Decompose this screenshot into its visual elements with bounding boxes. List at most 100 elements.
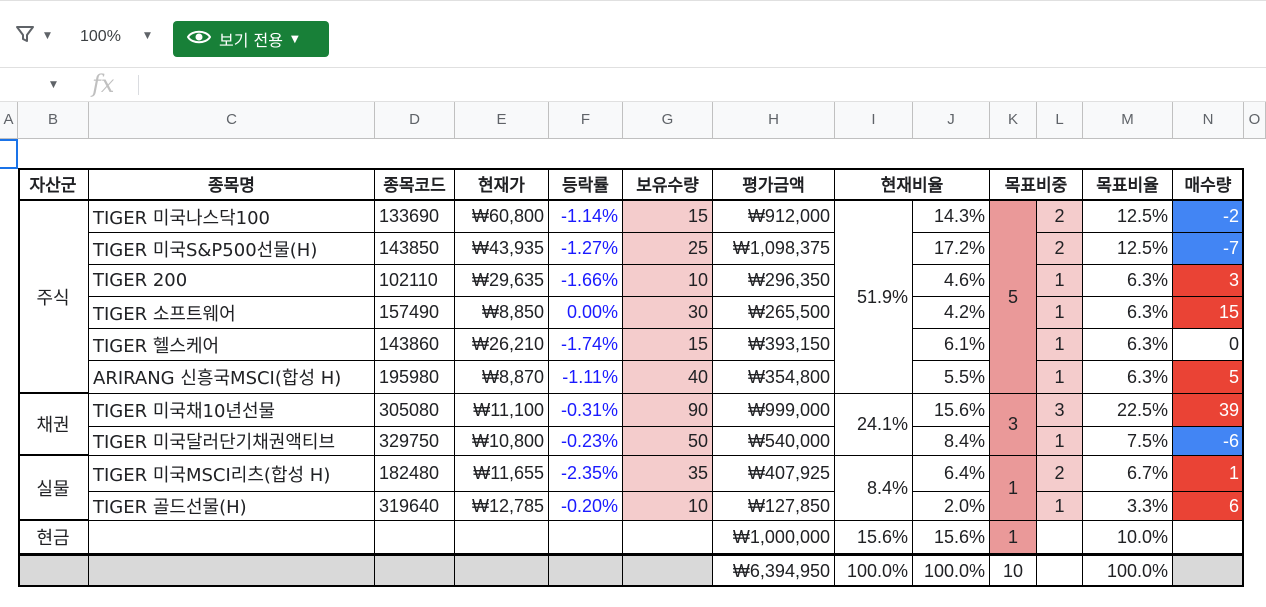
row-2-name[interactable]: TIGER 미국S&P500선물(H) xyxy=(89,233,375,265)
row-6-code[interactable]: 195980 xyxy=(375,361,455,394)
column-header-l[interactable]: L xyxy=(1037,102,1083,138)
total-empty-3[interactable] xyxy=(375,554,455,587)
row-4-name[interactable]: TIGER 소프트웨어 xyxy=(89,297,375,329)
column-header-k[interactable]: K xyxy=(990,102,1037,138)
header-3[interactable]: 종목코드 xyxy=(375,168,455,201)
row-4-code[interactable]: 157490 xyxy=(375,297,455,329)
row-8-code[interactable]: 329750 xyxy=(375,427,455,456)
row-10-value[interactable]: ₩127,850 xyxy=(713,492,835,521)
column-header-o[interactable]: O xyxy=(1244,102,1266,138)
row-1-ratio[interactable]: 14.3% xyxy=(913,201,990,233)
total-group-ratio[interactable]: 100.0% xyxy=(835,554,913,587)
column-header-a[interactable]: A xyxy=(0,102,18,138)
row-7-price[interactable]: ₩11,100 xyxy=(455,394,549,427)
row-9-qty[interactable]: 35 xyxy=(623,456,713,492)
row-1-qty[interactable]: 15 xyxy=(623,201,713,233)
row-9-target-weight[interactable]: 2 xyxy=(1037,456,1083,492)
group-3-current-ratio[interactable]: 8.4% xyxy=(835,456,913,521)
row-5-target-ratio[interactable]: 6.3% xyxy=(1083,329,1173,361)
row-6-target-weight[interactable]: 1 xyxy=(1037,361,1083,394)
group-2-name[interactable]: 채권 xyxy=(18,394,89,456)
row-10-price[interactable]: ₩12,785 xyxy=(455,492,549,521)
header-8[interactable]: 현재비율 xyxy=(835,168,990,201)
row-8-value[interactable]: ₩540,000 xyxy=(713,427,835,456)
column-header-c[interactable]: C xyxy=(89,102,375,138)
cash-ratio[interactable]: 15.6% xyxy=(913,521,990,554)
total-empty-6[interactable] xyxy=(623,554,713,587)
row-3-code[interactable]: 102110 xyxy=(375,265,455,297)
header-11[interactable]: 매수량 xyxy=(1173,168,1244,201)
total-target-weight[interactable]: 10 xyxy=(990,554,1037,587)
row-3-ratio[interactable]: 4.6% xyxy=(913,265,990,297)
row-4-change[interactable]: 0.00% xyxy=(549,297,623,329)
row-5-qty[interactable]: 15 xyxy=(623,329,713,361)
total-empty-5[interactable] xyxy=(549,554,623,587)
row-2-value[interactable]: ₩1,098,375 xyxy=(713,233,835,265)
header-4[interactable]: 현재가 xyxy=(455,168,549,201)
cash-label[interactable]: 현금 xyxy=(18,521,89,554)
view-mode-button[interactable]: 보기 전용 ▼ xyxy=(173,21,329,57)
column-header-j[interactable]: J xyxy=(913,102,990,138)
row-3-qty[interactable]: 10 xyxy=(623,265,713,297)
row-3-change[interactable]: -1.66% xyxy=(549,265,623,297)
row-9-price[interactable]: ₩11,655 xyxy=(455,456,549,492)
row-6-qty[interactable]: 40 xyxy=(623,361,713,394)
column-header-e[interactable]: E xyxy=(455,102,549,138)
row-7-qty[interactable]: 90 xyxy=(623,394,713,427)
total-empty-l[interactable] xyxy=(1037,554,1083,587)
name-box-dropdown-icon[interactable]: ▼ xyxy=(50,80,57,90)
cash-empty-3[interactable] xyxy=(375,521,455,554)
row-6-target-ratio[interactable]: 6.3% xyxy=(1083,361,1173,394)
group-3-target-weight[interactable]: 1 xyxy=(990,456,1037,521)
cash-empty-2[interactable] xyxy=(89,521,375,554)
row-1-price[interactable]: ₩60,800 xyxy=(455,201,549,233)
row-7-change[interactable]: -0.31% xyxy=(549,394,623,427)
total-empty-2[interactable] xyxy=(89,554,375,587)
row-4-qty[interactable]: 30 xyxy=(623,297,713,329)
header-6[interactable]: 보유수량 xyxy=(623,168,713,201)
row-10-qty[interactable]: 10 xyxy=(623,492,713,521)
column-header-h[interactable]: H xyxy=(713,102,835,138)
selected-cell[interactable] xyxy=(0,139,18,169)
row-10-ratio[interactable]: 2.0% xyxy=(913,492,990,521)
row-10-target-ratio[interactable]: 3.3% xyxy=(1083,492,1173,521)
row-2-buy-qty[interactable]: -7 xyxy=(1173,233,1244,265)
row-10-change[interactable]: -0.20% xyxy=(549,492,623,521)
row-9-code[interactable]: 182480 xyxy=(375,456,455,492)
row-8-price[interactable]: ₩10,800 xyxy=(455,427,549,456)
row-9-value[interactable]: ₩407,925 xyxy=(713,456,835,492)
row-6-name[interactable]: ARIRANG 신흥국MSCI(합성 H) xyxy=(89,361,375,394)
total-buy[interactable] xyxy=(1173,554,1244,587)
cash-empty-4[interactable] xyxy=(455,521,549,554)
row-10-code[interactable]: 319640 xyxy=(375,492,455,521)
header-9[interactable]: 목표비중 xyxy=(990,168,1083,201)
row-1-value[interactable]: ₩912,000 xyxy=(713,201,835,233)
row-7-target-weight[interactable]: 3 xyxy=(1037,394,1083,427)
cash-empty-l[interactable] xyxy=(1037,521,1083,554)
row-8-change[interactable]: -0.23% xyxy=(549,427,623,456)
header-7[interactable]: 평가금액 xyxy=(713,168,835,201)
row-9-change[interactable]: -2.35% xyxy=(549,456,623,492)
row-8-buy-qty[interactable]: -6 xyxy=(1173,427,1244,456)
row-6-change[interactable]: -1.11% xyxy=(549,361,623,394)
group-2-current-ratio[interactable]: 24.1% xyxy=(835,394,913,456)
row-9-buy-qty[interactable]: 1 xyxy=(1173,456,1244,492)
row-3-price[interactable]: ₩29,635 xyxy=(455,265,549,297)
cash-target-weight[interactable]: 1 xyxy=(990,521,1037,554)
column-header-g[interactable]: G xyxy=(623,102,713,138)
row-4-buy-qty[interactable]: 15 xyxy=(1173,297,1244,329)
total-empty-4[interactable] xyxy=(455,554,549,587)
row-8-target-ratio[interactable]: 7.5% xyxy=(1083,427,1173,456)
column-header-f[interactable]: F xyxy=(549,102,623,138)
row-9-ratio[interactable]: 6.4% xyxy=(913,456,990,492)
group-2-target-weight[interactable]: 3 xyxy=(990,394,1037,456)
row-8-target-weight[interactable]: 1 xyxy=(1037,427,1083,456)
column-header-d[interactable]: D xyxy=(375,102,455,138)
row-7-buy-qty[interactable]: 39 xyxy=(1173,394,1244,427)
row-8-ratio[interactable]: 8.4% xyxy=(913,427,990,456)
column-header-i[interactable]: I xyxy=(835,102,913,138)
row-5-price[interactable]: ₩26,210 xyxy=(455,329,549,361)
row-1-target-weight[interactable]: 2 xyxy=(1037,201,1083,233)
group-3-name[interactable]: 실물 xyxy=(18,456,89,521)
row-4-target-weight[interactable]: 1 xyxy=(1037,297,1083,329)
